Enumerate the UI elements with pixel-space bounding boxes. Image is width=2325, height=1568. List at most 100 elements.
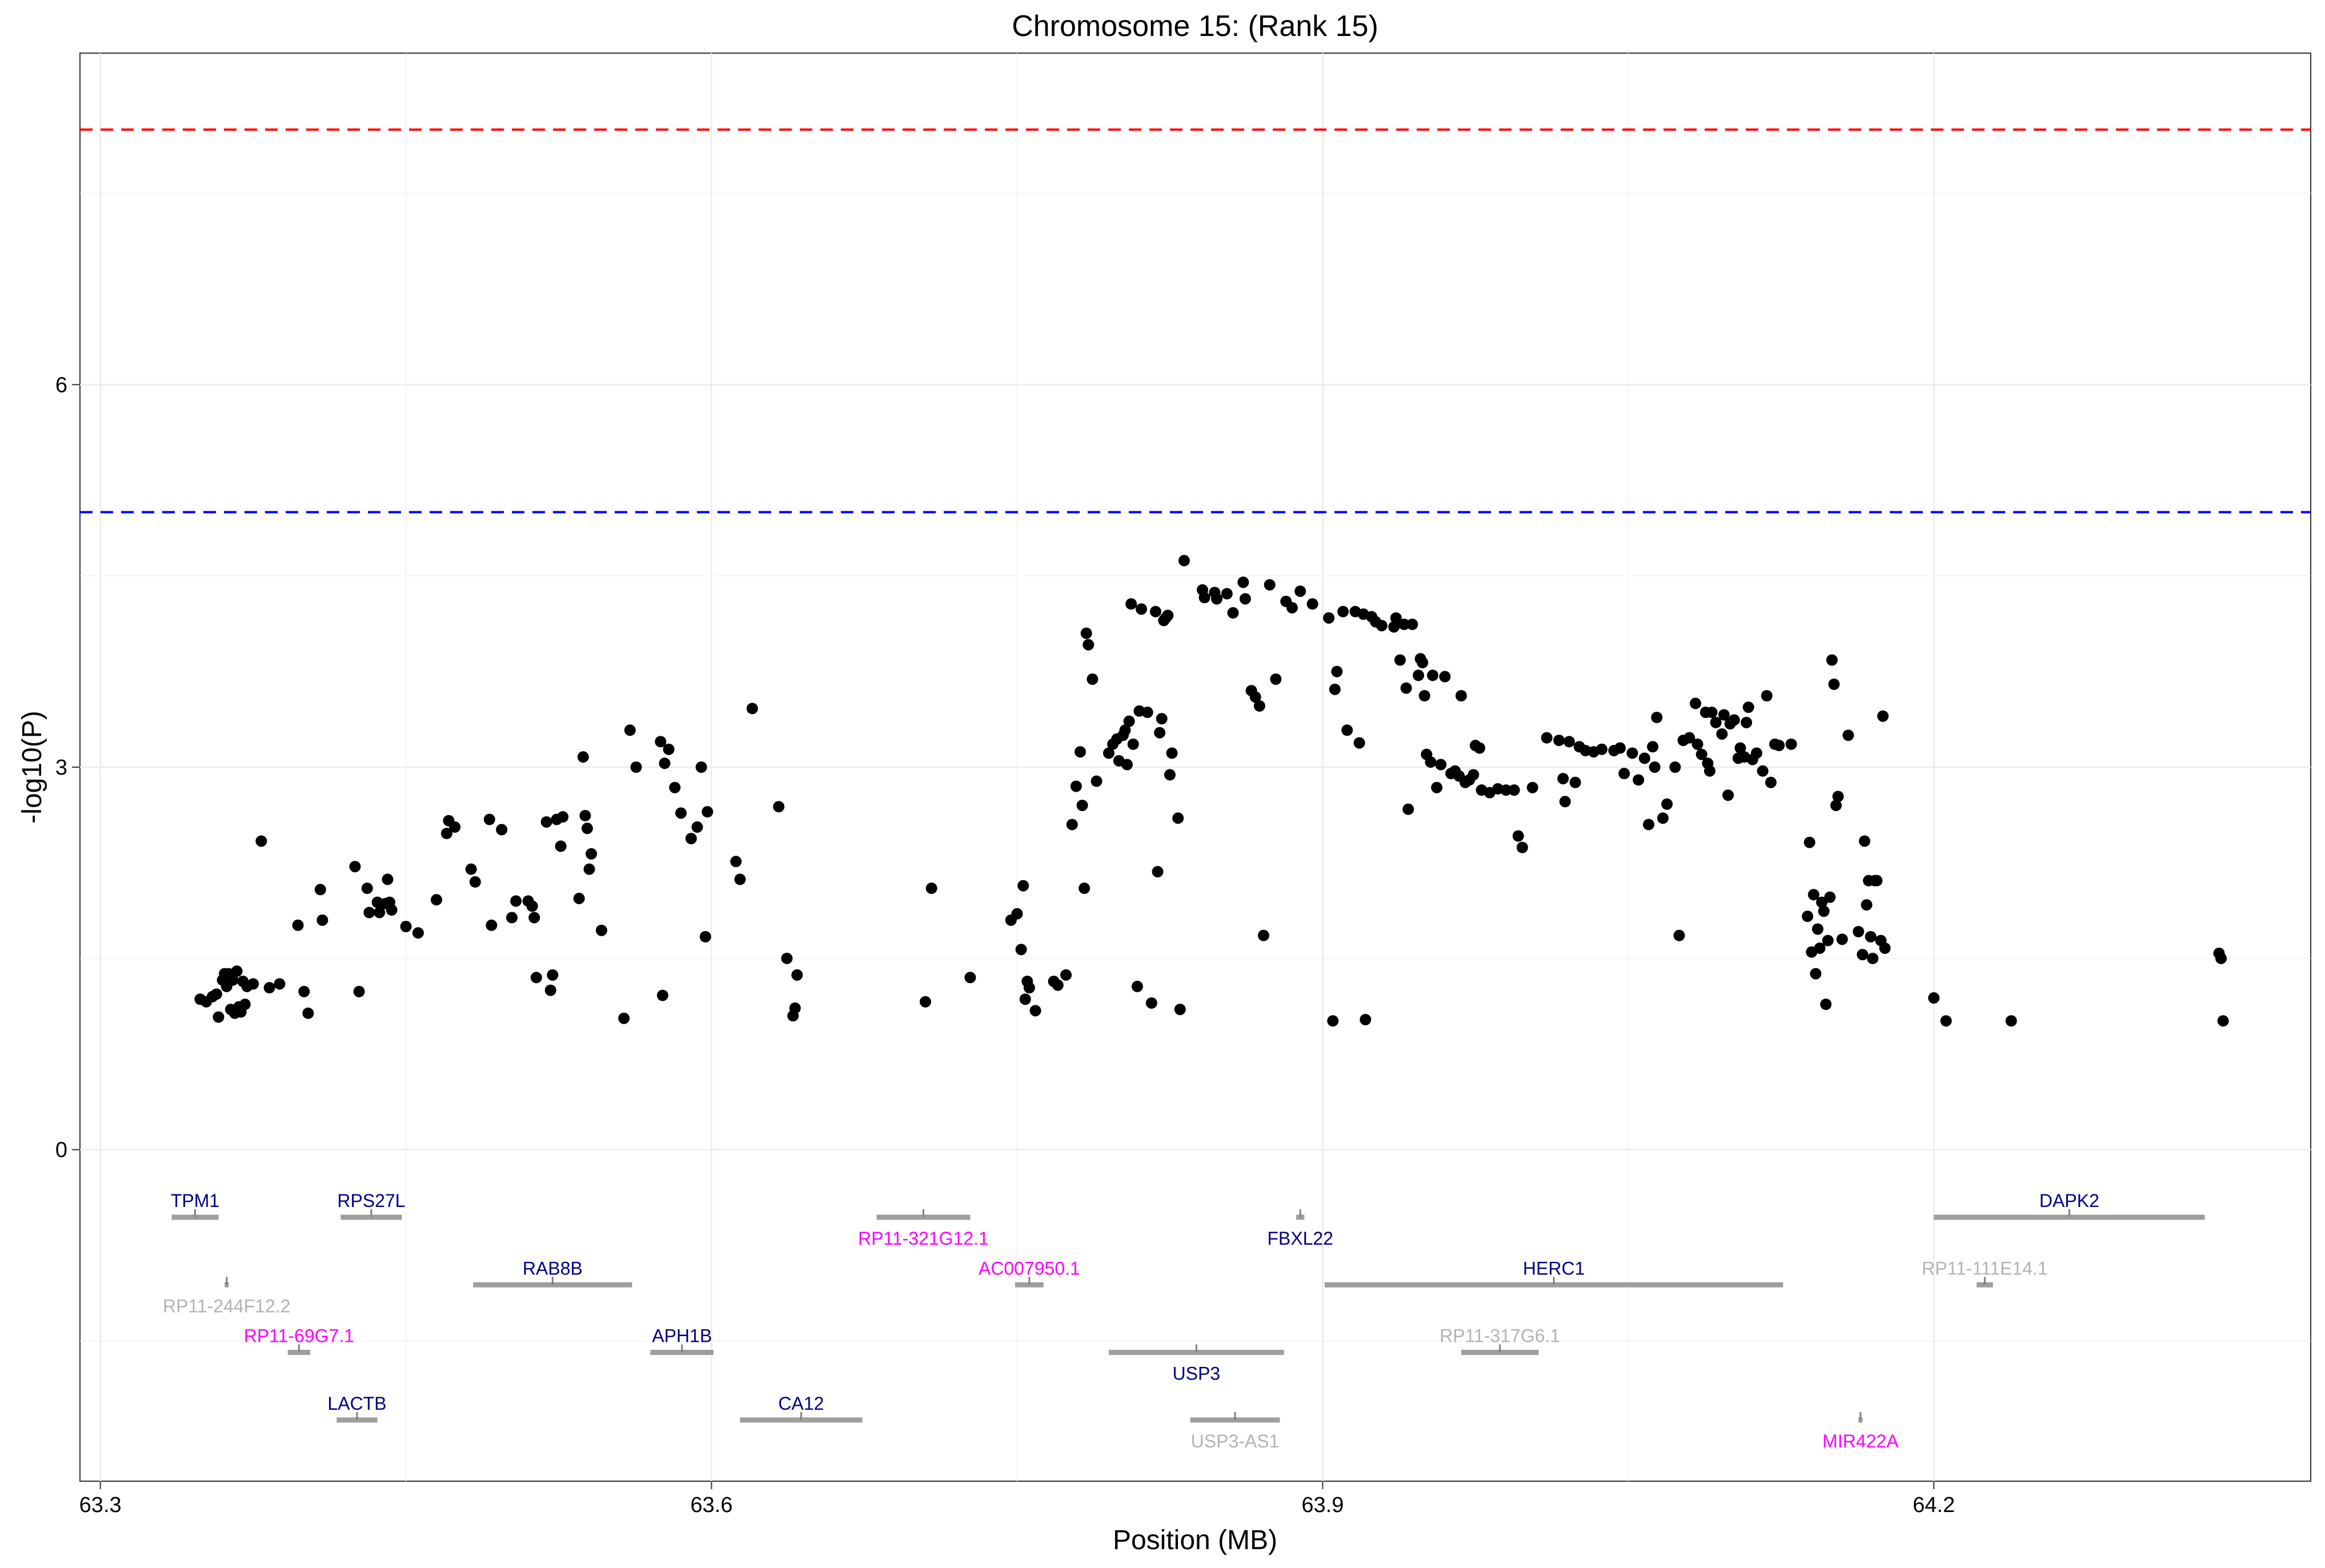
data-point: [1703, 765, 1715, 777]
data-point: [1080, 627, 1092, 639]
data-point: [1879, 942, 1891, 954]
data-point: [361, 883, 373, 895]
data-point: [1264, 579, 1276, 591]
data-point: [1131, 980, 1143, 992]
data-point: [1516, 841, 1528, 853]
data-point: [1824, 891, 1836, 903]
gene-label-fbxl22: FBXL22: [1267, 1228, 1333, 1249]
data-point: [773, 801, 785, 813]
data-point: [1669, 761, 1681, 773]
data-point: [555, 840, 567, 852]
data-point: [1152, 866, 1164, 878]
data-point: [1162, 609, 1174, 621]
data-point: [1406, 619, 1418, 630]
data-point: [1198, 592, 1210, 604]
gene-label-rp11-244f12-2: RP11-244F12.2: [163, 1296, 291, 1316]
data-point: [1119, 724, 1131, 736]
data-point: [1569, 776, 1581, 788]
data-point: [1270, 673, 1282, 685]
gene-label-rp11-321g12-1: RP11-321G12.1: [858, 1228, 989, 1249]
data-point: [1174, 1004, 1186, 1016]
data-point: [469, 876, 481, 888]
data-point: [1871, 875, 1883, 887]
data-point: [465, 863, 477, 875]
data-point: [1019, 993, 1031, 1005]
data-point: [1135, 603, 1147, 615]
data-point: [1614, 742, 1626, 754]
data-point: [1877, 710, 1889, 722]
data-point: [526, 900, 538, 912]
data-point: [213, 1011, 225, 1023]
data-point: [1512, 830, 1524, 842]
data-point: [789, 1002, 801, 1014]
data-point: [925, 883, 937, 895]
data-point: [557, 811, 569, 823]
data-point: [1011, 908, 1023, 920]
data-point: [1765, 776, 1777, 788]
data-point: [1807, 889, 1819, 901]
data-point: [1149, 605, 1161, 617]
data-point: [314, 884, 326, 896]
data-point: [1164, 769, 1176, 781]
data-point: [1341, 724, 1353, 736]
data-point: [1526, 781, 1538, 793]
data-point: [595, 924, 607, 936]
data-point: [1166, 747, 1178, 759]
data-point: [363, 907, 375, 919]
data-point: [1376, 620, 1388, 632]
data-point: [449, 821, 461, 833]
data-point: [1706, 707, 1718, 719]
data-point: [699, 931, 711, 943]
x-tick-label: 63.9: [1301, 1493, 1344, 1517]
x-axis-label: Position (MB): [1113, 1525, 1277, 1555]
data-point: [1618, 768, 1630, 780]
data-point: [1210, 593, 1222, 605]
data-point: [544, 984, 556, 996]
data-point: [274, 978, 286, 990]
data-point: [302, 1007, 314, 1019]
gene-label-rab8b: RAB8B: [523, 1258, 583, 1278]
data-point: [1553, 735, 1565, 747]
data-point: [1867, 952, 1879, 964]
data-point: [1803, 836, 1815, 848]
data-point: [1426, 669, 1438, 681]
data-point: [1249, 691, 1261, 703]
data-point: [506, 912, 518, 924]
data-point: [239, 998, 251, 1010]
data-points: [194, 555, 2229, 1027]
data-point: [1413, 669, 1424, 681]
data-point: [685, 833, 697, 844]
data-point: [1227, 607, 1239, 619]
gene-label-aph1b: APH1B: [652, 1326, 712, 1346]
data-point: [400, 921, 412, 933]
data-point: [1734, 742, 1746, 754]
data-point: [1836, 933, 1848, 945]
significance-lines: [80, 128, 2311, 514]
data-point: [701, 806, 713, 818]
data-point: [1066, 819, 1078, 831]
data-point: [1638, 752, 1650, 764]
data-point: [1816, 896, 1828, 908]
data-point: [734, 873, 746, 885]
data-point: [1722, 789, 1734, 801]
data-point: [1673, 929, 1685, 941]
data-point: [353, 985, 365, 997]
gene-label-herc1: HERC1: [1523, 1258, 1585, 1278]
data-point: [1649, 761, 1661, 773]
data-point: [247, 978, 259, 990]
data-point: [374, 907, 386, 919]
data-point: [1070, 780, 1082, 792]
data-point: [1750, 747, 1762, 759]
data-point: [964, 972, 976, 984]
data-point: [349, 861, 361, 873]
data-point: [1757, 765, 1769, 777]
data-point: [1394, 654, 1406, 666]
gene-label-mir422a: MIR422A: [1822, 1431, 1899, 1451]
data-point: [1691, 738, 1703, 750]
data-point: [1417, 656, 1429, 668]
data-point: [1642, 819, 1654, 831]
gene-label-dapk2: DAPK2: [2039, 1190, 2099, 1211]
data-point: [1123, 715, 1135, 727]
data-point: [1785, 738, 1797, 750]
